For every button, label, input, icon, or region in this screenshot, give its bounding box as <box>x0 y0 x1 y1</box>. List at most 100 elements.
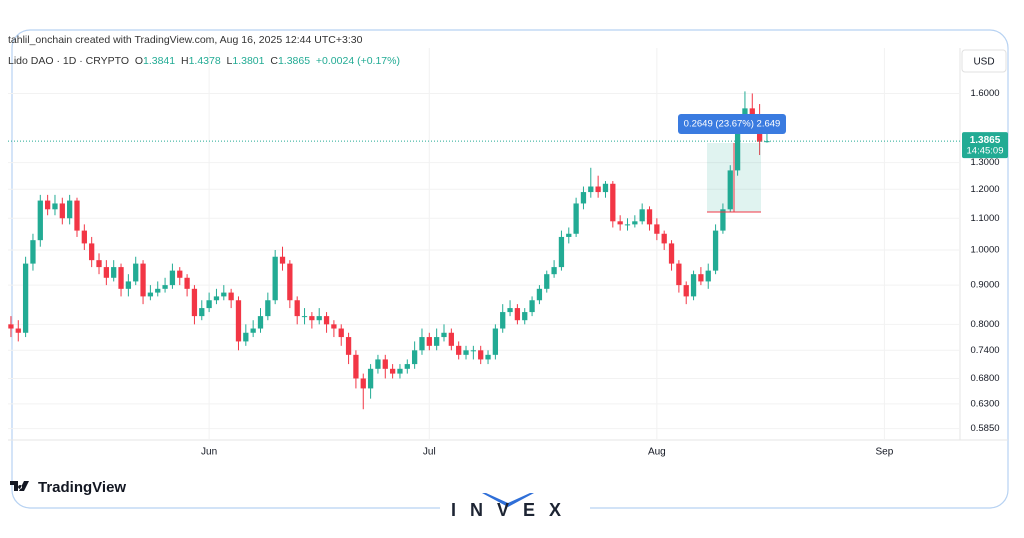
candle-body <box>67 200 73 219</box>
y-tick-label: 1.1000 <box>970 213 999 224</box>
candle-body <box>345 337 352 355</box>
candle-body <box>434 337 440 346</box>
candle-body <box>52 203 58 210</box>
x-tick-label: Jul <box>423 447 436 458</box>
y-tick-label: 0.5850 <box>970 423 999 434</box>
y-tick-label: 0.8000 <box>970 319 999 330</box>
candle-body <box>654 224 660 234</box>
y-tick-label: 0.7400 <box>970 345 999 356</box>
symbol: Lido DAO · 1D · CRYPTO <box>8 55 129 67</box>
candle-body <box>676 263 682 286</box>
candle-body <box>389 368 396 374</box>
ohlc-prefix: C <box>270 55 278 67</box>
candle-body <box>59 203 65 219</box>
candle-body <box>720 209 726 231</box>
candle-body <box>610 183 616 222</box>
candle-body <box>646 209 653 225</box>
candle-body <box>419 337 425 351</box>
candle-body <box>147 292 154 297</box>
candle-body <box>514 308 521 321</box>
x-tick-label: Aug <box>648 447 666 458</box>
candle-body <box>661 233 667 244</box>
currency-box <box>961 49 1007 73</box>
candle-body <box>367 368 374 389</box>
candle-body <box>456 345 462 355</box>
candle-body <box>81 230 87 244</box>
currency: USD <box>973 57 994 68</box>
candle-body <box>478 350 484 360</box>
ohlc-value: 1.3801 <box>232 55 265 67</box>
y-tick-label: 1.0000 <box>970 245 999 256</box>
candle-body <box>507 308 513 313</box>
candle-body <box>632 221 638 225</box>
candle-body <box>441 332 447 338</box>
symbol-legend: Lido DAO · 1D · CRYPTO O1.3841 H1.4378 L… <box>8 55 400 67</box>
candle-body <box>22 263 29 333</box>
change: +0.0024 (+0.17%) <box>315 55 400 67</box>
candle-body <box>221 292 227 297</box>
frame <box>11 29 1009 509</box>
candle-body <box>426 337 432 346</box>
y-tick-label: 1.2000 <box>970 184 999 195</box>
candle-body <box>301 316 308 318</box>
candle-body <box>522 312 528 321</box>
candle-body <box>243 332 249 342</box>
candle-body <box>588 186 594 193</box>
candle-body <box>573 203 579 234</box>
candle-body <box>199 308 205 317</box>
ohlc-value: 1.4378 <box>188 55 221 67</box>
candle-body <box>500 312 506 329</box>
candle-body <box>235 300 242 342</box>
x-tick-label: Sep <box>875 447 893 458</box>
candle-body <box>323 316 330 325</box>
candle-body <box>331 324 337 329</box>
candle-body <box>206 300 212 309</box>
candle-body <box>639 209 645 222</box>
candle-body <box>250 328 256 333</box>
tradingview-logo: TradingView <box>10 479 126 496</box>
price-box <box>962 132 1008 159</box>
brand: TradingView <box>38 479 126 496</box>
ohlc-prefix: H <box>180 55 189 67</box>
price-label: 1.3865 <box>970 135 1001 146</box>
candle-body <box>44 200 51 210</box>
candle-body <box>272 256 278 301</box>
candle-body <box>133 263 139 282</box>
candle-body <box>529 300 535 313</box>
candle-body <box>382 359 388 369</box>
candle-body <box>265 300 271 317</box>
candle-body <box>485 354 491 360</box>
candle-body <box>411 350 418 365</box>
measure-box <box>678 114 786 134</box>
ohlc-value: 1.3841 <box>143 55 176 67</box>
candle-body <box>668 243 675 264</box>
candle-body <box>764 141 770 143</box>
candle-body <box>140 263 146 297</box>
candle-body <box>712 230 719 271</box>
candle-body <box>353 354 359 379</box>
ohlc-value: 1.3865 <box>277 55 311 67</box>
candle-body <box>257 316 264 329</box>
ohlc-prefix: L <box>226 55 233 67</box>
watermark: INVEX <box>451 500 575 520</box>
candle-body <box>118 267 124 289</box>
candle-body <box>15 328 21 333</box>
ohlc-prefix: O <box>134 55 143 67</box>
attribution: tahlil_onchain created with TradingView.… <box>8 34 363 46</box>
y-tick-label: 0.9000 <box>970 280 999 291</box>
candle-body <box>169 270 176 286</box>
position-tool: 0.2649 (23.67%) 2.649 <box>678 114 786 213</box>
candle-body <box>155 288 161 293</box>
candle-body <box>191 288 198 317</box>
candle-body <box>544 274 550 289</box>
candle-body <box>8 324 14 329</box>
measure-label: 0.2649 (23.67%) 2.649 <box>684 119 781 130</box>
y-tick-label: 0.6800 <box>970 373 999 384</box>
watermark-mark <box>482 493 534 507</box>
candle-body <box>566 233 572 237</box>
candle-body <box>397 368 403 374</box>
candle-body <box>727 170 733 210</box>
x-tick-label: Jun <box>201 447 217 458</box>
candle-body <box>683 285 689 297</box>
